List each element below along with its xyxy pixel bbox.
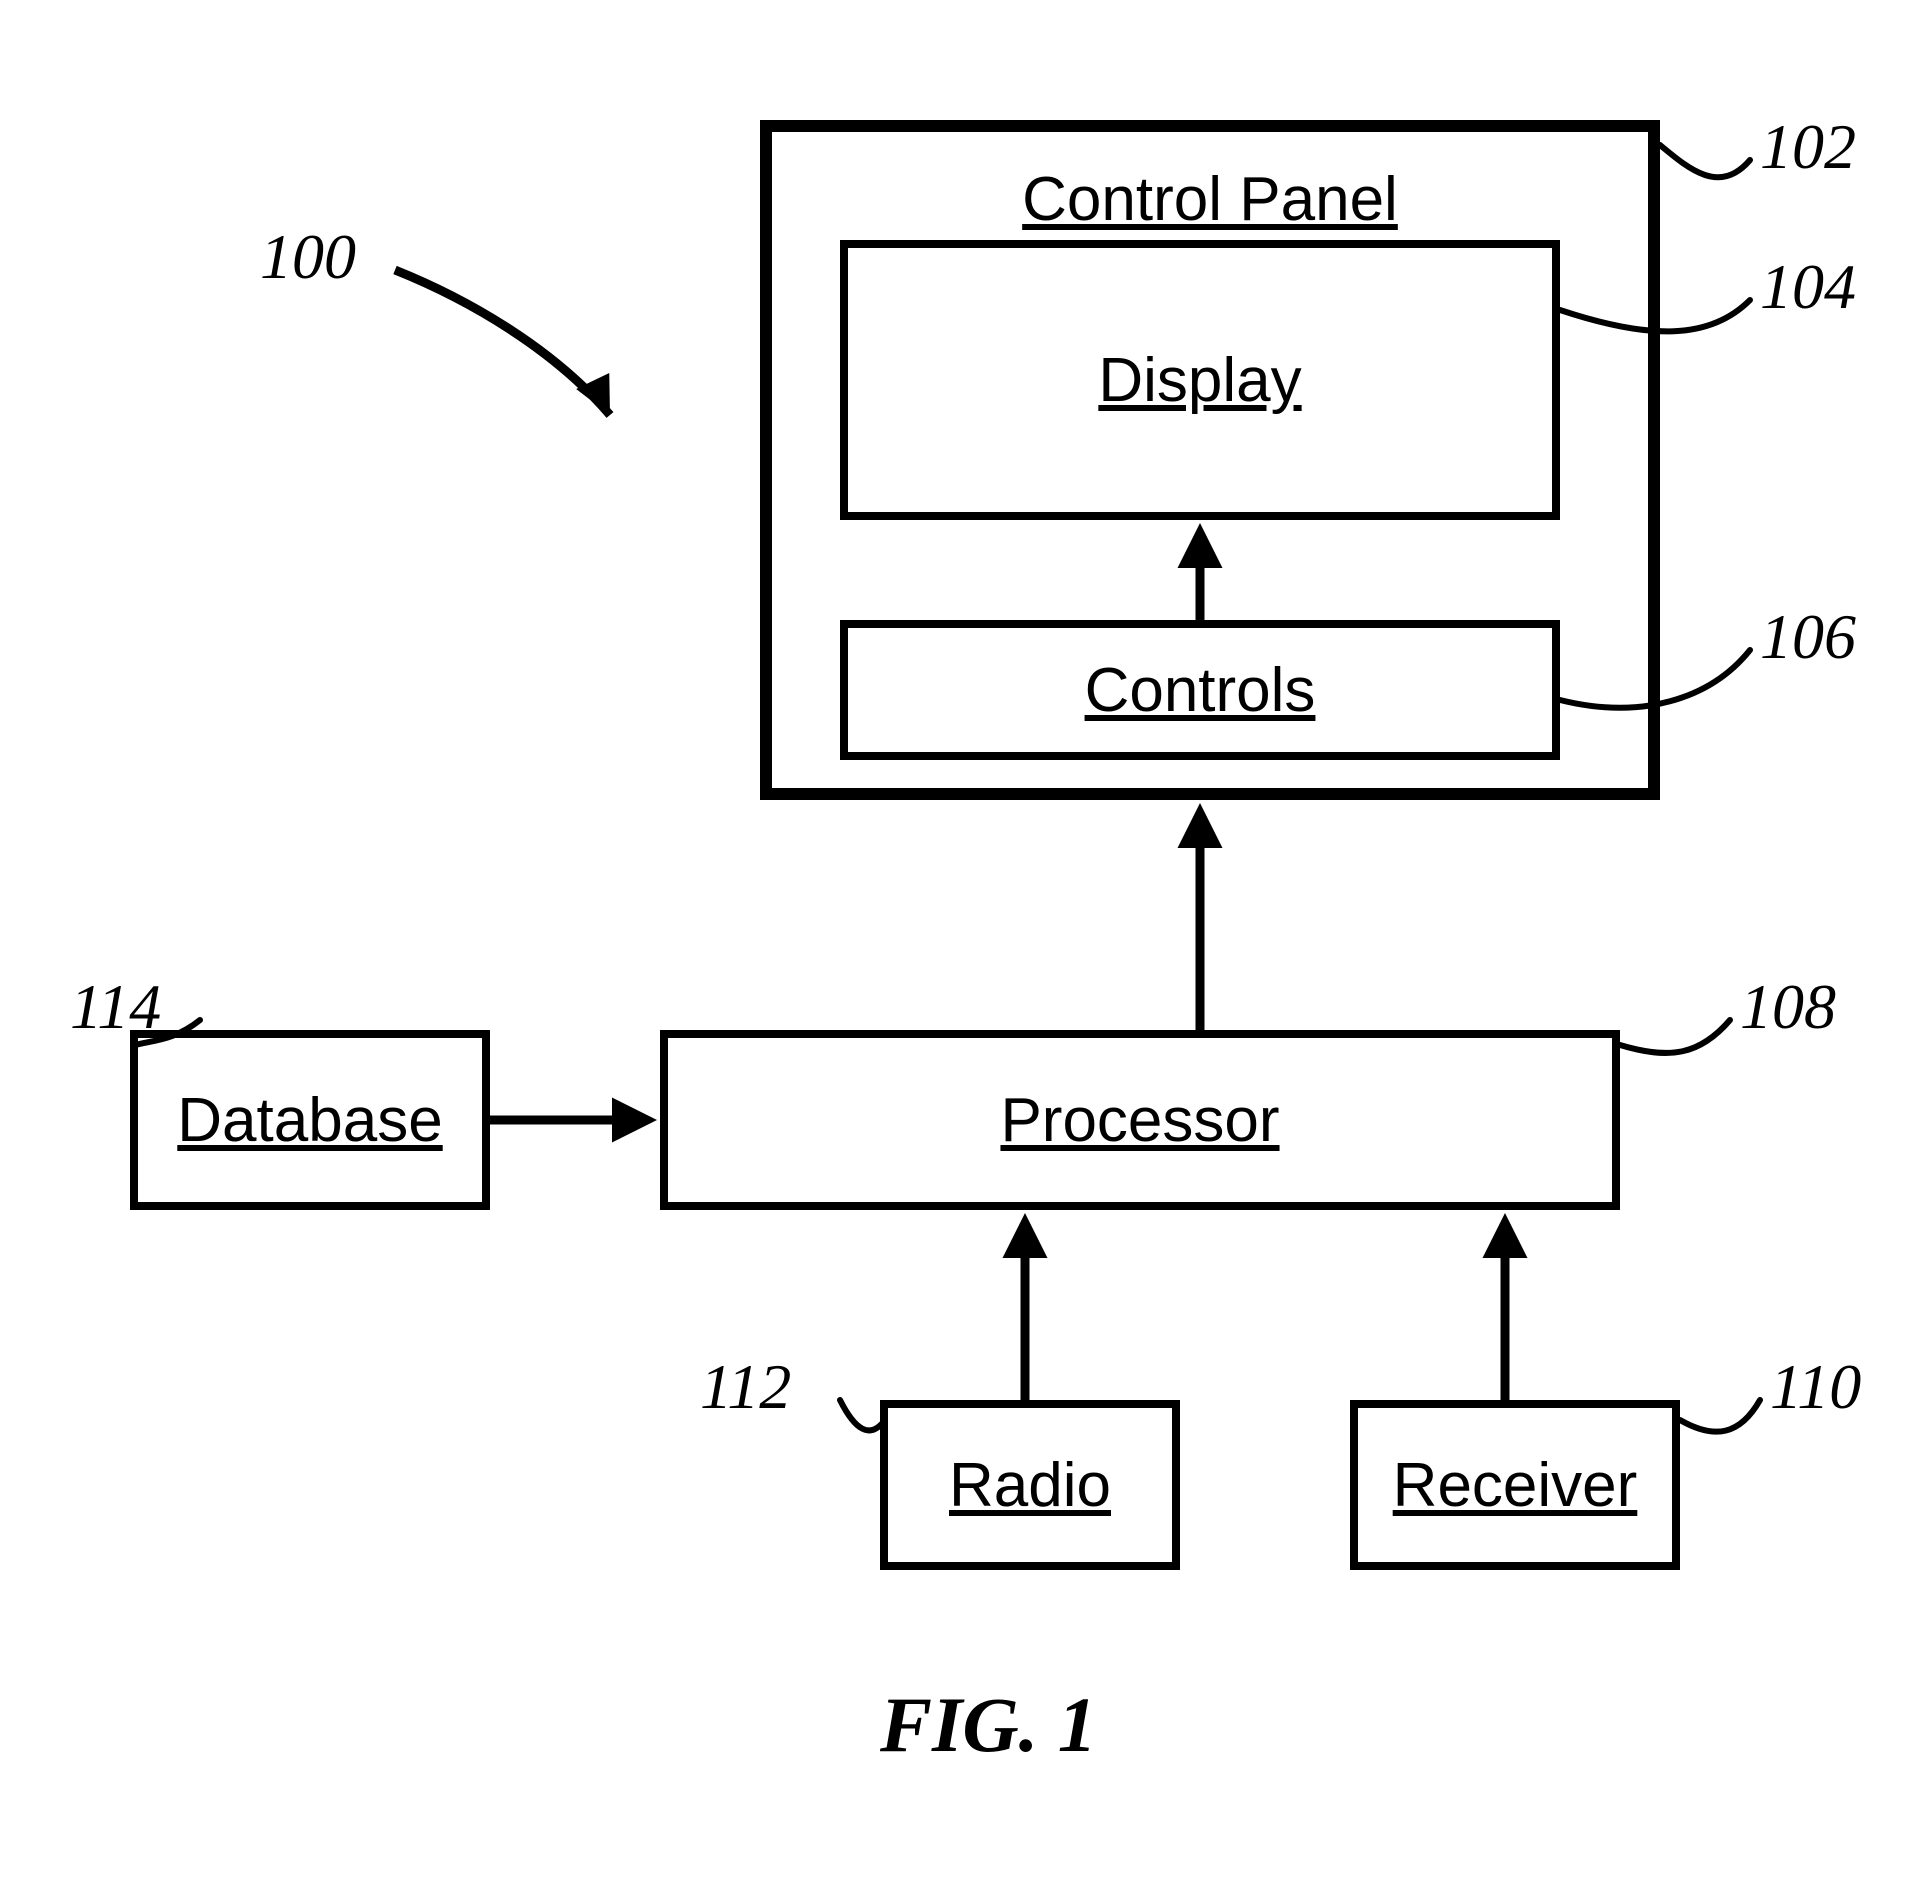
database-box: Database [130, 1030, 490, 1210]
ref-100: 100 [260, 220, 356, 294]
processor-box: Processor [660, 1030, 1620, 1210]
ref-110: 110 [1770, 1350, 1861, 1424]
ref-108: 108 [1740, 970, 1836, 1044]
lead-110 [1680, 1400, 1760, 1432]
ref-114: 114 [70, 970, 161, 1044]
controls-label: Controls [1085, 655, 1316, 726]
database-label: Database [177, 1085, 442, 1156]
ref-102: 102 [1760, 110, 1856, 184]
display-box: Display [840, 240, 1560, 520]
receiver-label: Receiver [1393, 1450, 1638, 1521]
indicator-100 [395, 270, 622, 415]
controls-box: Controls [840, 620, 1560, 760]
control-panel-label: Control Panel [1022, 164, 1398, 235]
lead-108 [1620, 1020, 1730, 1053]
receiver-box: Receiver [1350, 1400, 1680, 1570]
ref-112: 112 [700, 1350, 791, 1424]
ref-104: 104 [1760, 250, 1856, 324]
ref-106: 106 [1760, 600, 1856, 674]
processor-label: Processor [1000, 1085, 1279, 1156]
display-label: Display [1098, 345, 1301, 416]
figure-caption: FIG. 1 [880, 1680, 1097, 1770]
lead-102 [1660, 145, 1750, 177]
lead-112 [840, 1400, 885, 1430]
radio-label: Radio [949, 1450, 1111, 1521]
radio-box: Radio [880, 1400, 1180, 1570]
